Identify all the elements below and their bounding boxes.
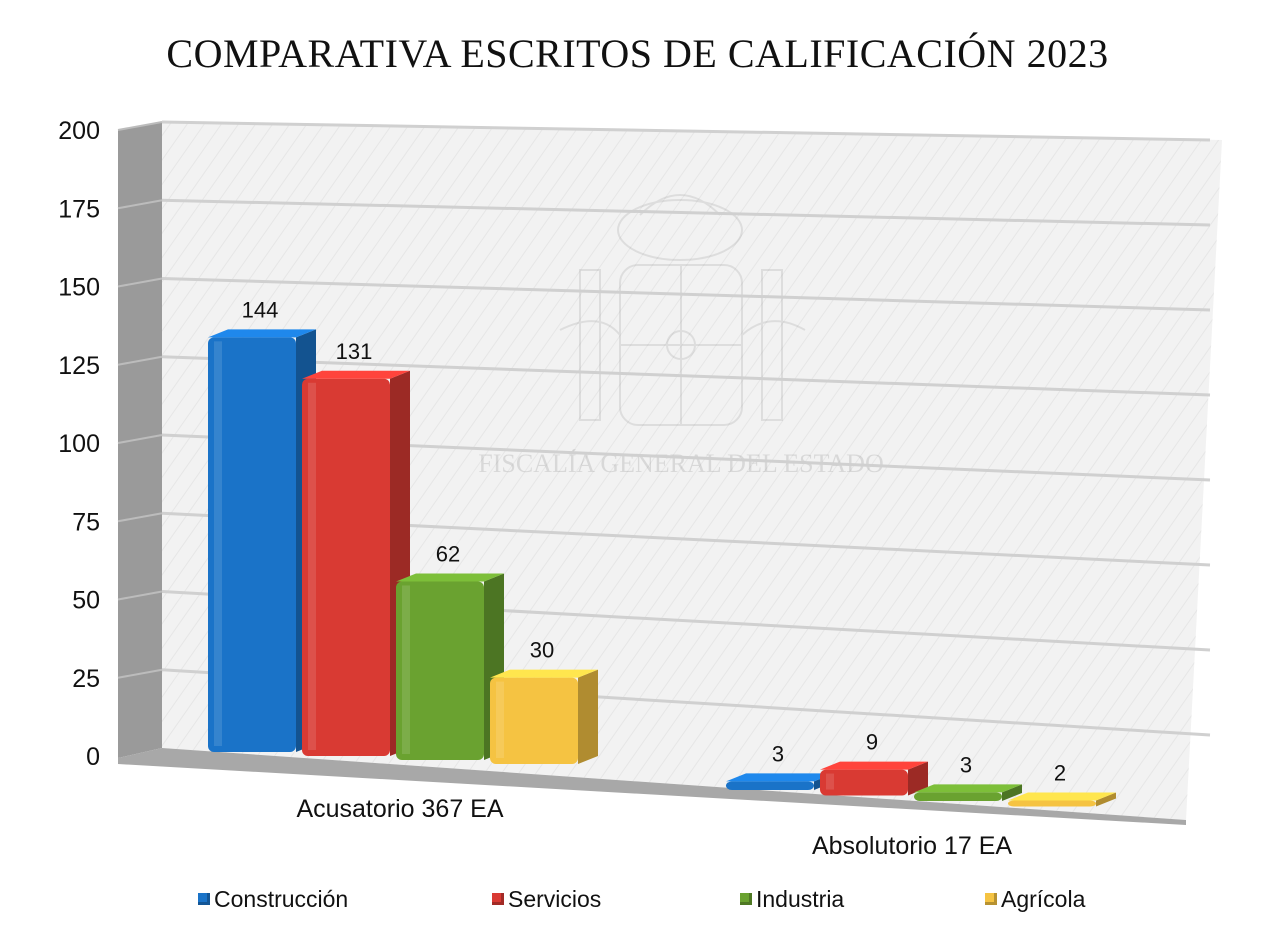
bar-highlight — [496, 681, 504, 758]
bar — [302, 370, 410, 756]
x-axis: Acusatorio 367 EA Absolutorio 17 EA — [296, 795, 1012, 860]
legend-swatch — [985, 893, 997, 905]
gridline — [161, 355, 1211, 397]
y-tick-label: 175 — [58, 195, 100, 223]
bars: 144 131 62 30 3 9 3 2 — [208, 297, 1116, 807]
y-tick-label: 100 — [58, 430, 100, 458]
watermark-seal — [559, 194, 806, 426]
gridline-side — [117, 590, 163, 601]
data-label: 62 — [436, 541, 460, 566]
bar-highlight — [308, 382, 316, 750]
legend-swatch — [198, 893, 210, 905]
chart-title: COMPARATIVA ESCRITOS DE CALIFICACIÓN 202… — [166, 31, 1109, 76]
bar-front — [208, 337, 296, 752]
x-category-label: Acusatorio 367 EA — [296, 795, 503, 823]
y-tick-label: 75 — [72, 508, 100, 536]
gridline-side — [117, 277, 163, 288]
data-label: 144 — [242, 297, 279, 322]
bar-highlight — [402, 585, 410, 754]
data-label: 9 — [866, 730, 878, 755]
gridline — [161, 277, 1211, 312]
y-axis: 200 175 150 125 100 75 50 25 0 — [58, 117, 100, 771]
y-tick-label: 25 — [72, 665, 100, 693]
bar-top — [396, 573, 504, 582]
bar-highlight — [826, 773, 834, 790]
y-tick-label: 150 — [58, 274, 100, 302]
bar — [1008, 792, 1116, 807]
legend-label: Agrícola — [1001, 885, 1086, 912]
legend-swatch — [492, 893, 504, 905]
legend-label: Industria — [756, 885, 845, 912]
bar-side — [908, 761, 928, 796]
bar — [208, 329, 316, 752]
gridline — [161, 198, 1211, 227]
gridline-side — [117, 199, 163, 210]
legend-label: Servicios — [508, 885, 602, 912]
bar-front — [726, 781, 814, 790]
legend-item: Agrícola — [985, 885, 1085, 913]
gridline-side — [117, 512, 163, 523]
legend-item: Construcción — [198, 885, 348, 913]
y-tick-label: 125 — [58, 352, 100, 380]
bar-front — [1008, 800, 1096, 807]
gridline-side — [117, 668, 163, 679]
gridline — [161, 120, 1211, 142]
bar-side — [1002, 784, 1022, 801]
bar-front — [396, 581, 484, 760]
gridline-side — [117, 434, 163, 444]
bar — [396, 573, 504, 760]
gridline-side — [117, 121, 163, 131]
data-label: 30 — [530, 638, 554, 663]
y-tick-label: 0 — [86, 743, 100, 771]
bar — [726, 773, 834, 790]
gridline-side — [117, 355, 163, 366]
data-label: 2 — [1054, 761, 1066, 786]
bar-front — [490, 677, 578, 764]
legend-item: Industria — [740, 885, 844, 913]
y-tick-label: 50 — [72, 587, 100, 615]
bar-top — [490, 669, 598, 678]
bar-top — [302, 370, 410, 379]
legend-swatch — [740, 893, 752, 905]
bar-front — [820, 769, 908, 796]
bar-top — [726, 773, 834, 782]
legend-item: Servicios — [492, 885, 601, 913]
bar-top — [1008, 792, 1116, 801]
bar — [490, 669, 598, 764]
bar-highlight — [214, 341, 222, 746]
bar-front — [914, 792, 1002, 801]
legend-label: Construcción — [214, 885, 349, 912]
bar — [820, 761, 928, 796]
bar-side — [1096, 792, 1116, 807]
bar-side — [578, 669, 598, 764]
data-label: 131 — [336, 339, 373, 364]
data-label: 3 — [772, 741, 784, 766]
y-tick-label: 200 — [58, 117, 100, 145]
bar-top — [914, 784, 1022, 793]
x-category-label: Absolutorio 17 EA — [812, 832, 1012, 860]
floor — [118, 748, 1186, 825]
bar-front — [302, 378, 390, 756]
bar-top — [208, 329, 316, 338]
bar-top — [820, 761, 928, 770]
bar — [914, 784, 1022, 801]
data-label: 3 — [960, 752, 972, 777]
